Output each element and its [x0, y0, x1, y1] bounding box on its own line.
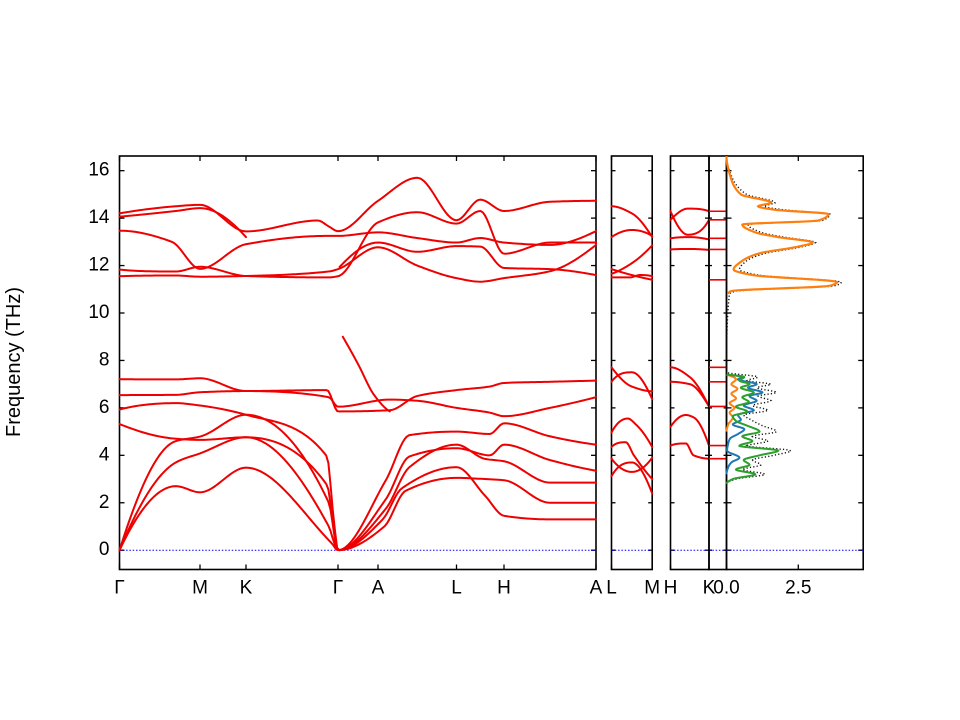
svg-text:Frequency (THz): Frequency (THz)	[3, 287, 25, 437]
svg-text:2.5: 2.5	[785, 578, 811, 599]
svg-text:Γ: Γ	[333, 578, 343, 599]
svg-text:A: A	[590, 578, 603, 599]
svg-text:L: L	[606, 578, 617, 599]
svg-text:H: H	[497, 578, 511, 599]
svg-text:14: 14	[88, 207, 110, 228]
svg-text:4: 4	[99, 444, 110, 465]
svg-text:0.0: 0.0	[713, 578, 739, 599]
svg-text:A: A	[372, 578, 385, 599]
svg-text:M: M	[192, 578, 208, 599]
svg-text:0: 0	[99, 539, 110, 560]
svg-text:H: H	[664, 578, 678, 599]
svg-text:2: 2	[99, 492, 110, 513]
svg-text:6: 6	[99, 397, 110, 418]
svg-text:K: K	[240, 578, 253, 599]
svg-text:M: M	[644, 578, 660, 599]
svg-text:16: 16	[88, 160, 109, 181]
svg-text:12: 12	[88, 255, 109, 276]
svg-text:8: 8	[99, 349, 110, 370]
svg-text:L: L	[451, 578, 462, 599]
svg-text:Γ: Γ	[114, 578, 124, 599]
svg-text:10: 10	[88, 302, 109, 323]
